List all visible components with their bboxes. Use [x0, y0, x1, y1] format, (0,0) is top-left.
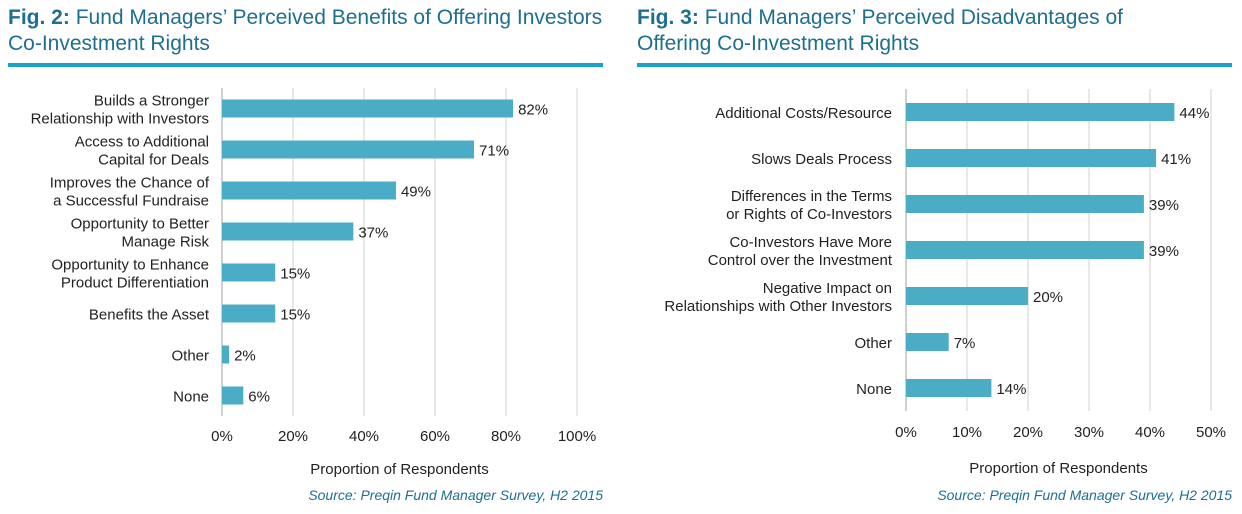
category-label: Other — [171, 348, 209, 365]
data-label: 82% — [518, 102, 548, 119]
data-label: 39% — [1149, 243, 1179, 260]
category-label: Relationship with Investors — [31, 111, 209, 128]
x-tick-label: 20% — [278, 428, 308, 445]
category-label: or Rights of Co-Investors — [726, 206, 892, 223]
fig2-title: Fig. 2: Fund Managers’ Perceived Benefit… — [8, 6, 603, 55]
data-label: 2% — [234, 348, 256, 365]
data-label: 37% — [358, 225, 388, 242]
bar — [906, 333, 949, 351]
category-label: Control over the Investment — [708, 252, 893, 269]
category-label: Access to Additional — [75, 134, 209, 151]
category-label: Additional Costs/Resource — [715, 105, 892, 122]
category-label: Other — [854, 335, 892, 352]
bar — [222, 222, 354, 241]
bar — [222, 140, 475, 159]
x-tick-label: 20% — [1013, 424, 1043, 441]
x-tick-label: 100% — [558, 428, 596, 445]
bar — [222, 181, 396, 200]
category-label: Builds a Stronger — [94, 93, 209, 110]
data-label: 49% — [401, 184, 431, 201]
bar — [906, 379, 992, 397]
category-label: Negative Impact on — [763, 280, 892, 297]
x-tick-label: 60% — [420, 428, 450, 445]
category-label: a Successful Fundraise — [53, 193, 209, 210]
category-label: Opportunity to Enhance — [51, 257, 209, 274]
x-axis-title: Proportion of Respondents — [310, 461, 488, 478]
category-label: Capital for Deals — [98, 152, 209, 169]
data-label: 20% — [1033, 289, 1063, 306]
data-label: 15% — [280, 266, 310, 283]
x-tick-label: 10% — [952, 424, 982, 441]
x-tick-label: 80% — [491, 428, 521, 445]
category-label: Co-Investors Have More — [729, 234, 892, 251]
bar — [906, 149, 1157, 167]
category-label: Differences in the Terms — [731, 188, 892, 205]
bar — [906, 195, 1144, 213]
data-label: 14% — [996, 381, 1026, 398]
data-label: 71% — [479, 143, 509, 160]
bar — [906, 287, 1028, 305]
data-label: 7% — [954, 335, 976, 352]
x-tick-label: 0% — [211, 428, 233, 445]
category-label: None — [856, 381, 892, 398]
bar — [222, 386, 244, 405]
category-label: None — [173, 389, 209, 406]
bar — [222, 304, 276, 323]
data-label: 39% — [1149, 197, 1179, 214]
category-label: Benefits the Asset — [89, 307, 210, 324]
fig3-title: Fig. 3: Fund Managers’ Perceived Disadva… — [637, 6, 1123, 55]
data-label: 15% — [280, 307, 310, 324]
x-tick-label: 0% — [895, 424, 917, 441]
fig2-source: Source: Preqin Fund Manager Survey, H2 2… — [308, 487, 603, 503]
category-label: Slows Deals Process — [751, 151, 892, 168]
category-label: Relationships with Other Investors — [664, 298, 892, 315]
x-tick-label: 40% — [349, 428, 379, 445]
x-axis-title: Proportion of Respondents — [969, 460, 1147, 477]
bar — [906, 103, 1175, 121]
bar — [222, 99, 514, 118]
category-label: Opportunity to Better — [71, 216, 209, 233]
bar — [906, 241, 1144, 259]
category-label: Manage Risk — [121, 234, 209, 251]
fig3-source: Source: Preqin Fund Manager Survey, H2 2… — [937, 487, 1232, 503]
category-label: Improves the Chance of — [50, 175, 210, 192]
data-label: 41% — [1161, 151, 1191, 168]
bar — [222, 345, 230, 364]
x-tick-label: 50% — [1196, 424, 1226, 441]
data-label: 6% — [248, 389, 270, 406]
bar — [222, 263, 276, 282]
category-label: Product Differentiation — [61, 275, 209, 292]
data-label: 44% — [1179, 105, 1209, 122]
x-tick-label: 30% — [1074, 424, 1104, 441]
fig3-title-rule — [637, 63, 1232, 67]
fig2-title-rule — [8, 63, 603, 67]
x-tick-label: 40% — [1135, 424, 1165, 441]
